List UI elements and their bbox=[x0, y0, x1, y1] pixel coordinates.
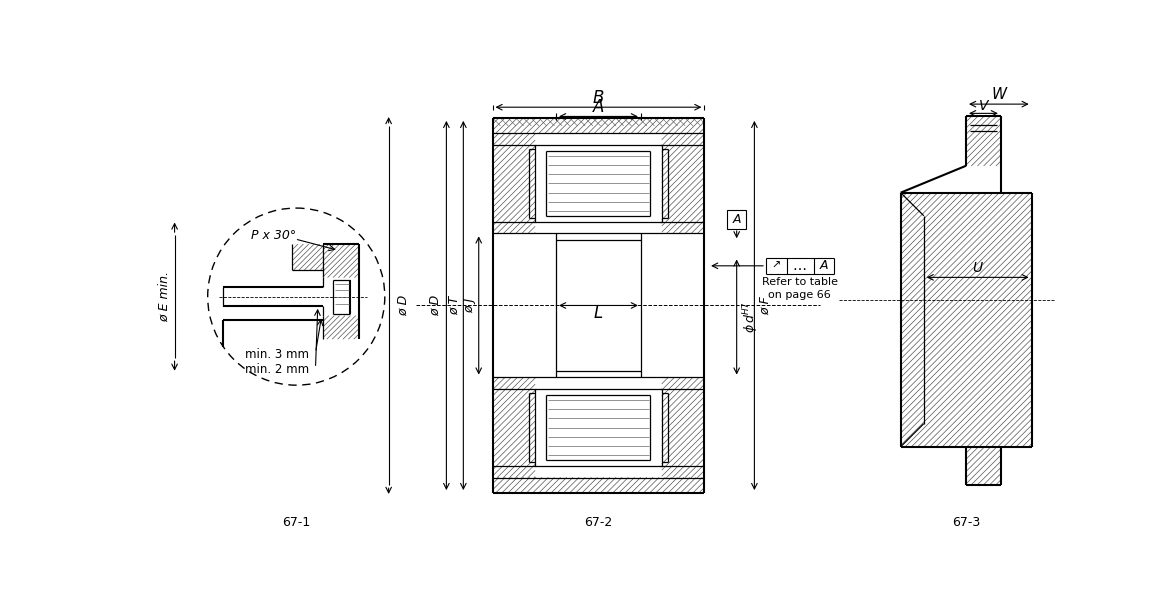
Text: A: A bbox=[593, 98, 604, 116]
Text: ø J: ø J bbox=[463, 298, 476, 313]
Text: ø D: ø D bbox=[429, 295, 442, 316]
Text: ø F: ø F bbox=[759, 296, 771, 315]
Text: min. 3 mm: min. 3 mm bbox=[245, 348, 309, 361]
Text: A: A bbox=[733, 213, 741, 226]
Text: min. 2 mm: min. 2 mm bbox=[245, 364, 309, 376]
Text: V: V bbox=[978, 98, 988, 112]
Text: A: A bbox=[820, 259, 828, 273]
Text: $\phi\,$d$^{H7}$: $\phi\,$d$^{H7}$ bbox=[741, 301, 761, 333]
Text: P x 30°: P x 30° bbox=[250, 229, 295, 241]
Text: B: B bbox=[593, 89, 604, 107]
FancyBboxPatch shape bbox=[728, 210, 746, 229]
Text: U: U bbox=[973, 261, 983, 275]
Text: L: L bbox=[594, 304, 603, 322]
Text: ø T: ø T bbox=[448, 296, 461, 315]
Text: …: … bbox=[793, 259, 807, 273]
Text: Refer to table
on page 66: Refer to table on page 66 bbox=[762, 277, 837, 300]
Text: ø D: ø D bbox=[396, 295, 409, 316]
Text: 67-2: 67-2 bbox=[584, 516, 613, 529]
Text: 67-1: 67-1 bbox=[282, 516, 310, 529]
Text: 67-3: 67-3 bbox=[953, 516, 981, 529]
Text: ø E min.: ø E min. bbox=[158, 271, 171, 322]
Text: W: W bbox=[991, 87, 1007, 103]
Text: ↗: ↗ bbox=[771, 261, 781, 271]
